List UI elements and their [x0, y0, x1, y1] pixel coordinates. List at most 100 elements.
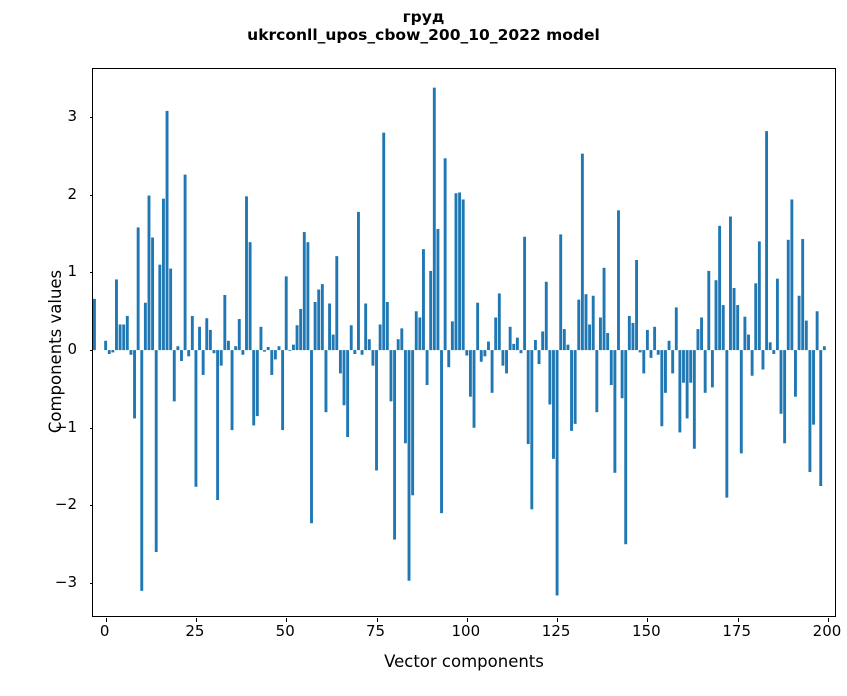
- bar: [667, 340, 671, 351]
- x-axis-tick: [376, 618, 378, 622]
- bar: [107, 350, 111, 354]
- bar: [407, 350, 411, 581]
- bar: [544, 281, 548, 351]
- bar: [357, 211, 360, 351]
- bar: [588, 324, 592, 351]
- bar: [208, 329, 212, 351]
- bar: [313, 301, 317, 351]
- bar: [454, 193, 458, 351]
- bar: [624, 350, 628, 545]
- bar: [393, 350, 397, 540]
- bar: [458, 192, 462, 351]
- y-axis-tick: [89, 427, 93, 429]
- bar: [794, 350, 797, 397]
- bar: [566, 344, 570, 351]
- bar: [537, 350, 541, 365]
- bar: [461, 199, 465, 351]
- bar: [382, 132, 386, 351]
- bar: [122, 324, 126, 351]
- bar: [790, 199, 794, 351]
- bar: [515, 337, 519, 351]
- bar: [418, 317, 422, 351]
- bar: [570, 350, 573, 431]
- bar: [367, 339, 371, 351]
- bar: [216, 350, 220, 500]
- bar: [649, 350, 653, 358]
- bar: [530, 350, 534, 510]
- bar: [765, 131, 769, 351]
- bar: [512, 343, 516, 351]
- bar: [93, 298, 96, 351]
- x-axis-tick-label: 150: [632, 622, 661, 640]
- bar: [696, 329, 700, 351]
- bar: [523, 236, 527, 351]
- bar: [432, 87, 436, 351]
- bar: [281, 350, 285, 431]
- bar: [230, 350, 234, 431]
- bar: [118, 324, 122, 351]
- chart-title-line-1: груд: [402, 8, 445, 26]
- bar: [653, 326, 657, 351]
- bar: [172, 350, 176, 402]
- y-axis-tick-label: 3: [67, 107, 77, 126]
- bar: [808, 350, 812, 473]
- bar: [631, 322, 635, 351]
- bar: [548, 350, 552, 405]
- bar: [440, 350, 443, 514]
- bar: [277, 346, 281, 351]
- bar: [689, 350, 693, 383]
- bar: [252, 350, 256, 426]
- bar: [645, 329, 649, 351]
- bar: [324, 350, 328, 413]
- bar: [707, 270, 711, 351]
- y-axis-tick-label: −2: [54, 495, 77, 514]
- bar: [226, 340, 230, 351]
- bar: [476, 302, 480, 351]
- bar: [617, 210, 620, 351]
- y-axis-tick: [89, 117, 93, 119]
- y-axis-tick: [89, 194, 93, 196]
- bar: [133, 350, 136, 419]
- x-axis-tick: [466, 618, 468, 622]
- bar: [768, 342, 772, 351]
- bar: [487, 341, 490, 351]
- bar: [783, 350, 787, 444]
- x-axis-tick-label: 125: [541, 622, 571, 640]
- x-axis-tick: [105, 618, 107, 622]
- bar: [747, 334, 750, 351]
- bar: [180, 350, 183, 361]
- x-axis-tick: [827, 618, 829, 622]
- bar: [710, 350, 714, 388]
- bar: [259, 326, 263, 351]
- y-axis-tick-labels: −3 −2 −1 0 1 2 3: [0, 68, 85, 617]
- bar: [263, 350, 266, 352]
- x-axis-tick-label: 0: [99, 622, 110, 640]
- bar: [201, 350, 205, 375]
- bar: [609, 350, 613, 386]
- y-axis-tick-label: −1: [54, 417, 77, 436]
- bar: [541, 331, 545, 351]
- bar: [613, 350, 617, 473]
- bar: [194, 350, 198, 487]
- bar: [147, 195, 151, 351]
- bar: [328, 303, 332, 351]
- bar: [595, 350, 599, 413]
- bar: [519, 350, 523, 354]
- bar: [656, 350, 660, 355]
- bar: [205, 318, 209, 351]
- bar: [479, 350, 483, 362]
- bar: [176, 346, 180, 351]
- bar: [364, 303, 368, 351]
- bar: [429, 270, 433, 351]
- bar: [739, 350, 743, 454]
- bar: [736, 305, 740, 351]
- bar: [414, 311, 418, 351]
- bar: [270, 350, 274, 375]
- bar: [819, 350, 823, 486]
- y-axis-tick-label: 2: [67, 184, 77, 203]
- bar: [508, 326, 512, 351]
- y-axis-tick-label: −3: [54, 573, 77, 592]
- bar: [606, 333, 610, 351]
- bar: [385, 301, 389, 351]
- bar: [775, 278, 779, 351]
